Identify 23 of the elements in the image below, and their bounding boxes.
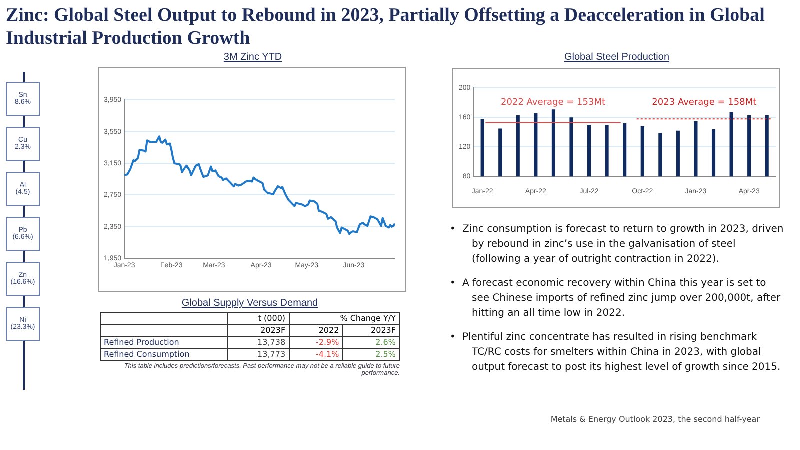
category-label: Refined Production: [104, 338, 180, 347]
text: -2.9%: [316, 338, 340, 347]
text: Metals & Energy Outlook 2023, the second half-year: [550, 415, 760, 424]
text: • A forecast economic recovery within China this year is set to see Chinese imports of refined zinc jump over 200,000t, after hitting an all time low in 2022.: [450, 277, 782, 321]
ref-line-label: 2022 Average = 153Mt: [501, 98, 606, 108]
text: 13,738: [258, 338, 286, 347]
category-label: 2023F: [342, 324, 400, 336]
chart-title: 3M Zinc YTD: [222, 52, 284, 63]
category-label: 2022: [289, 324, 343, 336]
text: 13,773: [258, 350, 286, 359]
text: -4.1%: [316, 350, 340, 359]
category-label: 2023F: [228, 324, 290, 336]
text: • Plentiful zinc concentrate has resulted in rising benchmark TC/RC costs for smelters within China in 2023, with global output forecast to post its highest level of growth since 2015.: [450, 331, 782, 375]
text: % Change Y/Y: [289, 312, 400, 324]
text: • Zinc consumption is forecast to return to growth in 2023, driven by rebound in zinc’s use in the galvanisation of steel (following a year of outright contraction in 2022).: [450, 223, 785, 267]
text: Zinc: Global Steel Output to Rebound in 2023, Partially Offsetting a Deacceleration in Global Industrial Production Growth: [6, 4, 766, 50]
category-label: Refined Consumption: [104, 350, 190, 359]
text: t (000): [228, 312, 290, 324]
text: 2.6%: [376, 338, 396, 347]
text: Global Supply Versus Demand: [180, 298, 320, 309]
ref-line-label: 2023 Average = 158Mt: [652, 98, 758, 108]
text: 2.5%: [376, 350, 396, 359]
chart-title: Global Steel Production: [563, 52, 671, 63]
